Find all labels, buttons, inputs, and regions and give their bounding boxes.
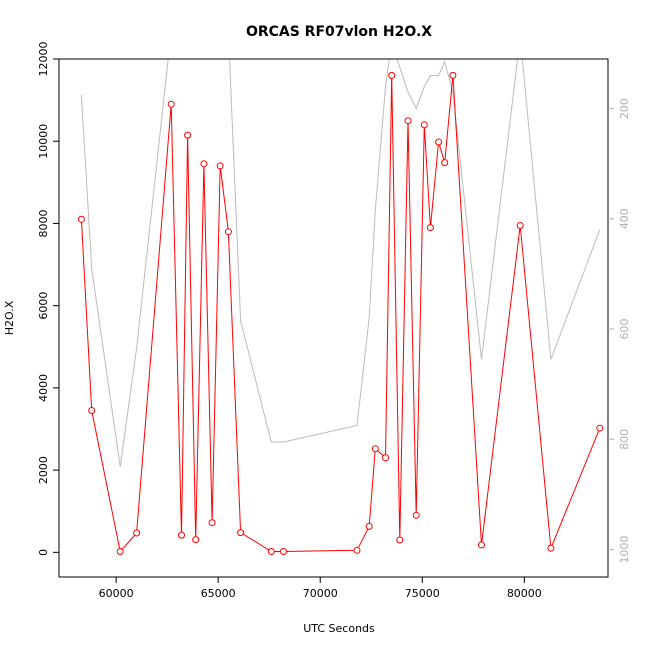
x-tick-label: 75000 — [405, 587, 440, 600]
y-tick-label: 10000 — [37, 124, 50, 159]
secondary-series-line — [80, 59, 601, 467]
data-point — [420, 121, 428, 129]
data-point — [178, 531, 185, 539]
data-point — [353, 546, 361, 554]
axes-layer: 60000 65000 70000 75000 80000 0 2000 4000 6000 80… — [37, 42, 631, 601]
data-point — [412, 511, 420, 519]
x-axis-label: UTC Seconds — [303, 622, 375, 635]
y2-tick-label: 600 — [618, 319, 631, 340]
data-point — [547, 544, 555, 552]
data-point — [426, 224, 434, 232]
plot-frame — [58, 58, 609, 578]
y-tick-label: 8000 — [37, 209, 50, 237]
y2-tick-label: 800 — [618, 429, 631, 450]
data-point — [237, 529, 245, 537]
data-point — [77, 215, 85, 223]
data-point — [116, 548, 124, 555]
data-point — [192, 536, 200, 544]
data-point — [216, 162, 224, 170]
data-point — [596, 424, 604, 432]
data-point — [365, 522, 373, 530]
data-point — [200, 160, 208, 168]
y-tick-label: 6000 — [37, 292, 50, 320]
data-point — [396, 536, 404, 544]
data-point — [88, 407, 96, 414]
y2-tick-label: 200 — [618, 98, 631, 119]
y-tick-label: 12000 — [37, 42, 50, 77]
data-point — [516, 222, 524, 229]
data-point — [208, 519, 216, 527]
data-point — [267, 548, 275, 555]
primary-series-line — [80, 75, 601, 553]
data-point — [280, 548, 287, 555]
y2-tick-label: 400 — [618, 208, 631, 229]
data-point — [184, 131, 192, 139]
data-point — [449, 71, 457, 79]
chart-title: ORCAS RF07vlon H2O.X — [246, 24, 432, 40]
x-tick-label: 80000 — [507, 587, 542, 600]
y-tick-label: 4000 — [37, 374, 50, 402]
data-point — [133, 529, 141, 537]
data-point — [441, 159, 449, 167]
data-point — [404, 117, 412, 125]
data-point — [371, 445, 379, 453]
data-point — [382, 454, 389, 462]
data-point — [478, 541, 485, 549]
y-tick-label: 2000 — [37, 456, 50, 484]
y-axis-label: H2O.X — [3, 300, 16, 335]
x-tick-label: 70000 — [303, 587, 338, 600]
data-point — [388, 71, 396, 79]
data-point — [167, 100, 175, 108]
data-point — [224, 228, 232, 236]
x-tick-label: 60000 — [99, 587, 134, 600]
y2-tick-label: 1000 — [618, 535, 631, 563]
series-layer — [77, 59, 604, 555]
y-tick-label: 0 — [37, 549, 50, 556]
x-tick-label: 65000 — [201, 587, 236, 600]
data-point — [435, 138, 443, 146]
